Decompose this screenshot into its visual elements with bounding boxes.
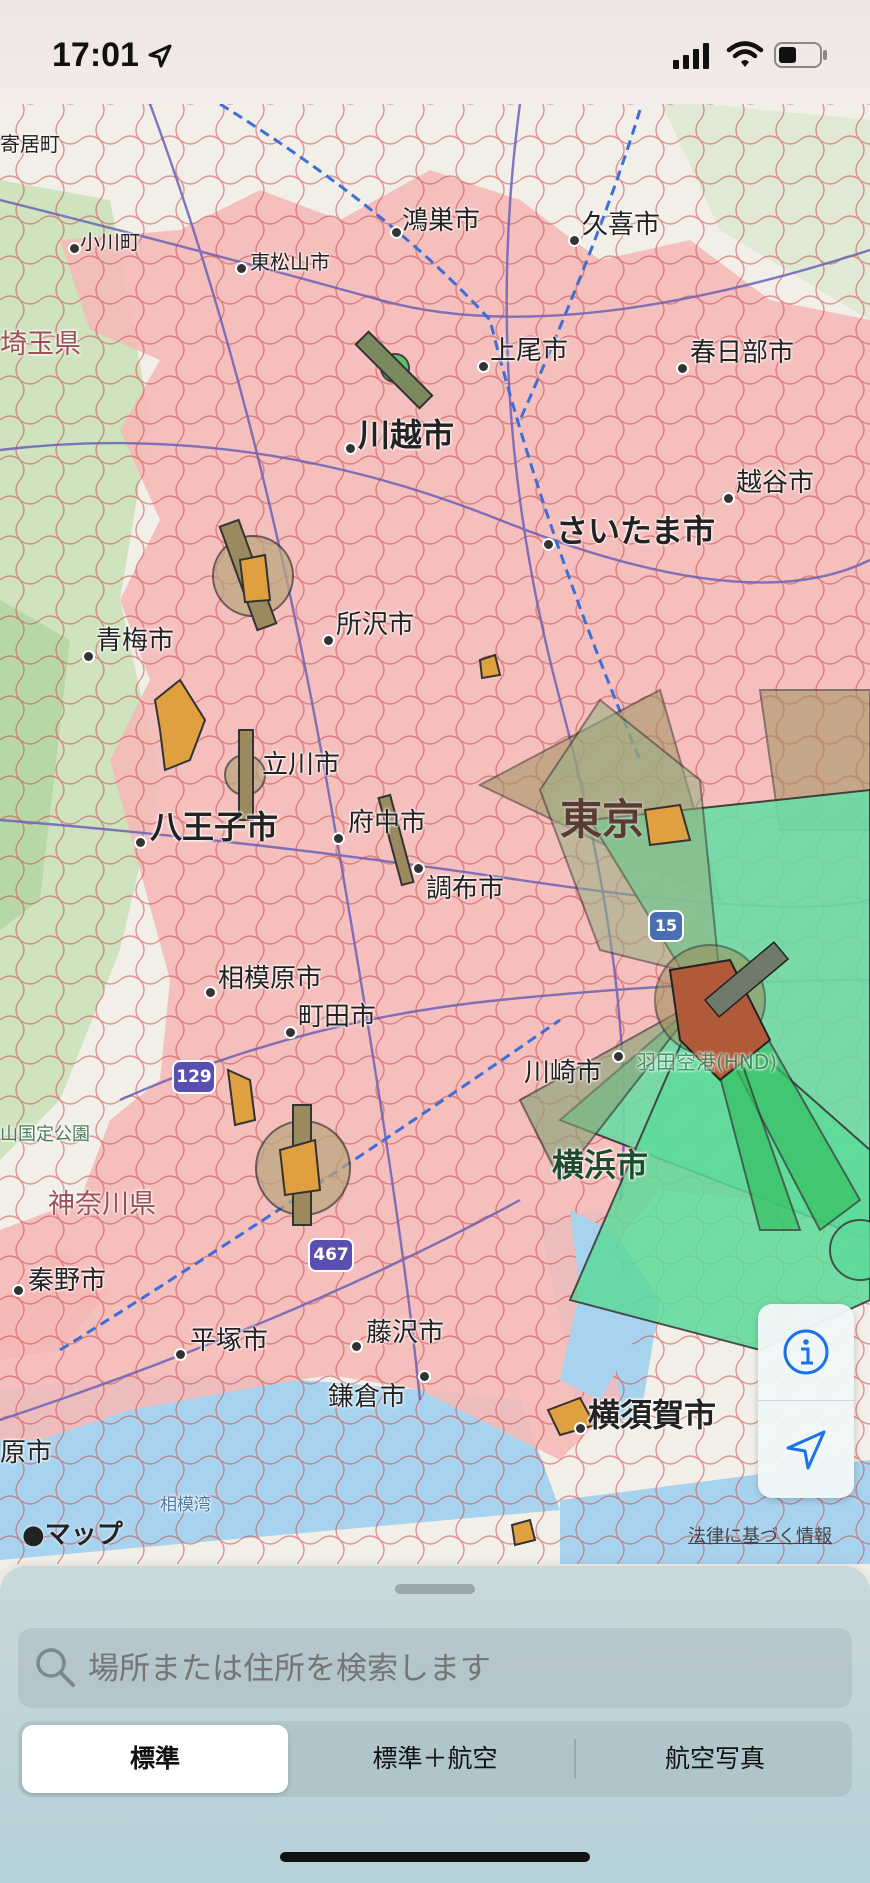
city-label: 春日部市: [690, 338, 795, 368]
airport-label: 羽田空港(HND): [636, 1050, 778, 1074]
location-arrow-icon: [786, 1430, 826, 1470]
city-dot: [235, 262, 248, 275]
city-label: 横浜市: [552, 1146, 649, 1184]
city-label: 藤沢市: [366, 1318, 445, 1348]
map-type-satellite[interactable]: 航空写真: [664, 1744, 765, 1773]
city-dot: [574, 1422, 587, 1435]
city-label: 上尾市: [490, 336, 569, 366]
current-location-button[interactable]: [758, 1402, 854, 1498]
info-icon: [783, 1329, 829, 1375]
city-dot: [134, 836, 147, 849]
city-label: 川崎市: [524, 1058, 603, 1088]
city-dot: [174, 1348, 187, 1361]
search-icon: [36, 1648, 75, 1687]
route-shield-129: 129: [172, 1060, 216, 1094]
map-type-aviation[interactable]: 標準＋航空: [372, 1744, 498, 1773]
city-dot: [68, 242, 81, 255]
city-dot: [344, 442, 357, 455]
battery-icon: [774, 42, 827, 68]
region-label-kanagawa: 神奈川県: [48, 1189, 156, 1220]
city-label: 寄居町: [0, 132, 60, 156]
signal-icon: [673, 43, 709, 69]
city-label: 久喜市: [582, 210, 661, 240]
search-input[interactable]: [86, 1628, 830, 1710]
segment-divider: [574, 1739, 576, 1779]
city-label: 東松山市: [250, 250, 330, 274]
city-dot: [12, 1284, 25, 1297]
city-label: 小川町: [80, 230, 140, 254]
status-bar: 17:01: [0, 0, 870, 104]
route-shield-467: 467: [308, 1238, 354, 1272]
home-indicator: [280, 1852, 590, 1862]
route-shield-15: 15: [648, 910, 684, 942]
city-label: 原市: [0, 1438, 53, 1468]
city-dot: [390, 226, 403, 239]
city-dot: [722, 492, 735, 505]
legal-info-link[interactable]: 法律に基づく情報: [688, 1526, 832, 1547]
city-label: 調布市: [426, 874, 505, 904]
city-dot: [204, 986, 217, 999]
map-type-segmented-control: 標準 標準＋航空 航空写真: [18, 1721, 852, 1797]
city-label: さいたま市: [556, 512, 716, 550]
search-bar[interactable]: [18, 1628, 852, 1710]
city-dot: [350, 1340, 363, 1353]
info-button[interactable]: [758, 1304, 854, 1400]
city-dot: [412, 862, 425, 875]
city-label: 横須賀市: [588, 1396, 717, 1434]
controls-divider: [758, 1400, 854, 1401]
map-view[interactable]: 寄居町 小川町 東松山市 鴻巣市 久喜市 上尾市 春日部市 川越市 越谷市 さい…: [0, 104, 870, 1564]
city-label: 青梅市: [96, 626, 175, 656]
city-label: 町田市: [298, 1002, 377, 1032]
apple-logo-icon: ●: [22, 1520, 45, 1550]
bottom-sheet[interactable]: 標準 標準＋航空 航空写真: [0, 1566, 870, 1883]
city-label: 府中市: [348, 808, 427, 838]
bay-label: 相模湾: [160, 1495, 211, 1515]
city-dot: [542, 538, 555, 551]
city-label: 八王子市: [150, 808, 279, 846]
city-label: 川越市: [358, 416, 455, 454]
city-label: 鎌倉市: [328, 1382, 407, 1412]
status-time: 17:01: [52, 36, 139, 74]
city-dot: [612, 1050, 625, 1063]
city-dot: [568, 234, 581, 247]
city-label: 東京: [560, 795, 645, 844]
city-dot: [418, 1370, 431, 1383]
city-label: 鴻巣市: [402, 206, 481, 236]
city-label: 越谷市: [736, 468, 815, 498]
park-label: 山国定公園: [0, 1124, 90, 1145]
apple-maps-attribution: ●マップ: [22, 1520, 123, 1550]
map-type-standard[interactable]: 標準: [22, 1725, 288, 1793]
city-label: 平塚市: [190, 1326, 269, 1356]
city-dot: [82, 650, 95, 663]
city-dot: [676, 362, 689, 375]
city-dot: [477, 360, 490, 373]
city-dot: [322, 634, 335, 647]
city-label: 秦野市: [28, 1266, 107, 1296]
region-label-saitama: 埼玉県: [0, 329, 81, 360]
sheet-grabber[interactable]: [395, 1584, 475, 1594]
city-label: 所沢市: [336, 610, 415, 640]
city-dot: [284, 1026, 297, 1039]
map-controls: [758, 1304, 854, 1498]
city-dot: [332, 832, 345, 845]
location-services-icon: [148, 44, 172, 68]
city-label: 相模原市: [218, 964, 323, 994]
wifi-icon: [726, 41, 764, 67]
city-label: 立川市: [262, 750, 341, 780]
